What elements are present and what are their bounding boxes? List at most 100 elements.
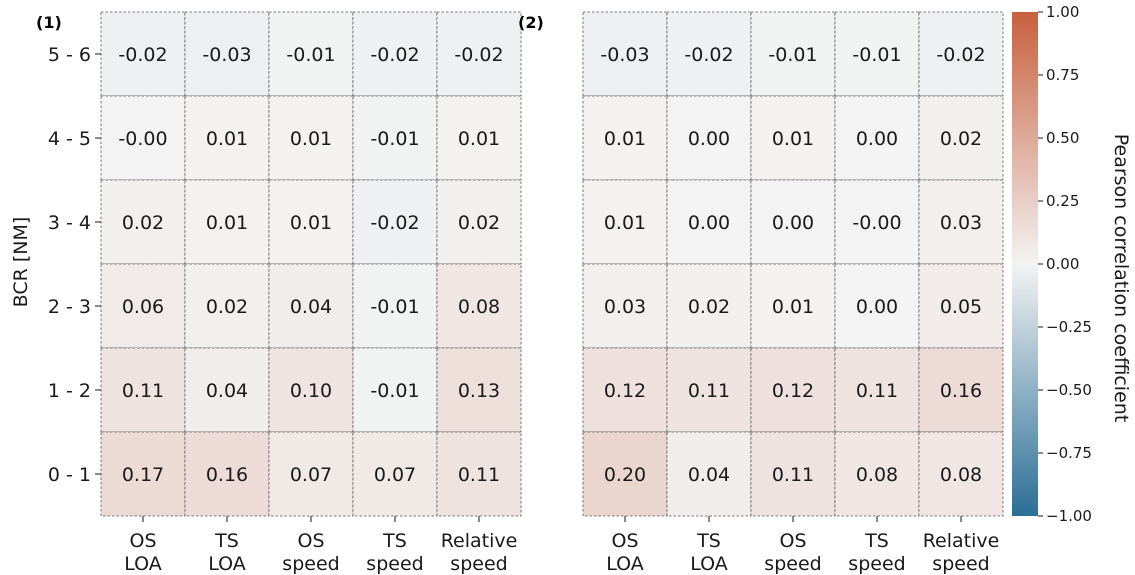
heatmap-cell	[436, 263, 522, 349]
cell-value-label: 0.11	[122, 380, 164, 402]
heatmap-panel-2: (2) -0.03 -0.02 -0.01 -0.01 -0.02 0.01 0.00 0.01…	[518, 11, 1004, 575]
heatmap-panel-1: (1) -0.02 -0.03 -0.01 -0.02 -0.02 -0.00 0.01 0.0…	[36, 11, 522, 575]
cell-value-label: 0.11	[856, 380, 898, 402]
y-tick-label: 1 - 2	[48, 380, 91, 402]
heatmap-cell	[100, 11, 186, 97]
heatmap-cell	[750, 347, 836, 433]
heatmap-cell	[184, 431, 270, 517]
heatmap-cell	[666, 431, 752, 517]
cell-value-label: 0.01	[604, 212, 646, 234]
y-tick-label: 4 - 5	[48, 128, 91, 150]
heatmap-cell	[352, 431, 438, 517]
cell-value-label: 0.01	[772, 296, 814, 318]
heatmap-cell	[918, 347, 1004, 433]
cell-value-label: 0.16	[940, 380, 982, 402]
heatmap-cell	[268, 347, 354, 433]
cell-value-label: 0.11	[772, 464, 814, 486]
cell-value-label: -0.02	[684, 44, 733, 66]
cell-value-label: 0.00	[856, 128, 898, 150]
cell-value-label: 0.00	[688, 212, 730, 234]
heatmap-cell	[184, 179, 270, 265]
panel-label: (1)	[36, 13, 62, 32]
cell-value-label: 0.17	[122, 464, 164, 486]
cell-value-label: 0.16	[206, 464, 248, 486]
heatmap-cell	[582, 11, 668, 97]
heatmap-cell	[750, 431, 836, 517]
cell-value-label: 0.02	[122, 212, 164, 234]
cell-value-label: -0.02	[118, 44, 167, 66]
cell-value-label: 0.01	[290, 212, 332, 234]
cell-value-label: 0.12	[772, 380, 814, 402]
cell-value-label: 0.02	[206, 296, 248, 318]
cell-value-label: 0.01	[290, 128, 332, 150]
heatmap-cell	[582, 263, 668, 349]
y-tick-label: 2 - 3	[48, 296, 91, 318]
heatmap-cell	[352, 179, 438, 265]
heatmap-cell	[918, 263, 1004, 349]
cell-value-label: 0.00	[772, 212, 814, 234]
x-tick-label: OS speed	[282, 530, 339, 575]
cell-value-label: -0.02	[370, 212, 419, 234]
heatmap-cell	[834, 11, 920, 97]
heatmap-cell	[918, 431, 1004, 517]
cell-value-label: -0.02	[370, 44, 419, 66]
heatmap-cell	[750, 263, 836, 349]
x-tick-label: TS LOA	[208, 530, 246, 575]
x-tick-label: Relative speed	[441, 530, 518, 575]
cell-value-label: 0.01	[604, 128, 646, 150]
heatmap-cell	[268, 95, 354, 181]
cell-value-label: -0.01	[286, 44, 335, 66]
cell-value-label: 0.01	[206, 128, 248, 150]
heatmap-cell	[268, 11, 354, 97]
heatmap-cell	[436, 431, 522, 517]
heatmap-cell	[666, 347, 752, 433]
x-tick-label: OS LOA	[606, 530, 644, 575]
heatmap-cell	[666, 179, 752, 265]
colorbar-tick-label: 0.25	[1046, 192, 1079, 210]
heatmap-cell	[268, 431, 354, 517]
heatmap-cell	[184, 263, 270, 349]
cell-value-label: 0.03	[604, 296, 646, 318]
heatmap-cell	[352, 95, 438, 181]
cell-value-label: 0.07	[290, 464, 332, 486]
colorbar-tick-label: 0.75	[1046, 66, 1079, 84]
heatmap-cell	[750, 11, 836, 97]
cell-value-label: 0.11	[688, 380, 730, 402]
colorbar-gradient	[1012, 12, 1038, 516]
cell-value-label: -0.03	[600, 44, 649, 66]
cell-value-label: -0.01	[370, 296, 419, 318]
cell-value-label: -0.01	[370, 128, 419, 150]
cell-value-label: -0.00	[118, 128, 167, 150]
cell-value-label: 0.01	[458, 128, 500, 150]
heatmap-cell	[582, 347, 668, 433]
x-tick-label: TS speed	[848, 530, 905, 575]
cell-value-label: 0.01	[772, 128, 814, 150]
cell-value-label: 0.02	[688, 296, 730, 318]
heatmap-cell	[918, 11, 1004, 97]
heatmap-cell	[918, 179, 1004, 265]
colorbar-tick-label: 1.00	[1046, 3, 1079, 21]
y-tick-label: 5 - 6	[48, 44, 91, 66]
heatmap-cell	[352, 11, 438, 97]
heatmap-cell	[834, 263, 920, 349]
heatmap-cell	[582, 179, 668, 265]
cell-value-label: 0.20	[604, 464, 646, 486]
heatmap-cell	[268, 263, 354, 349]
cell-value-label: 0.04	[206, 380, 248, 402]
y-tick-label: 3 - 4	[48, 212, 91, 234]
heatmap-cell	[582, 95, 668, 181]
cell-value-label: 0.08	[458, 296, 500, 318]
cell-value-label: 0.07	[374, 464, 416, 486]
cell-value-label: -0.01	[768, 44, 817, 66]
cell-value-label: 0.00	[856, 296, 898, 318]
colorbar-tick-label: 0.00	[1046, 255, 1079, 273]
heatmap-cell	[352, 263, 438, 349]
colorbar-title: Pearson correlation coefficient	[1110, 134, 1132, 423]
cell-value-label: -0.02	[936, 44, 985, 66]
cell-value-label: 0.08	[856, 464, 898, 486]
x-tick-label: TS speed	[366, 530, 423, 575]
colorbar-tick-label: −0.50	[1046, 381, 1092, 399]
cell-value-label: 0.00	[688, 128, 730, 150]
cell-value-label: 0.05	[940, 296, 982, 318]
